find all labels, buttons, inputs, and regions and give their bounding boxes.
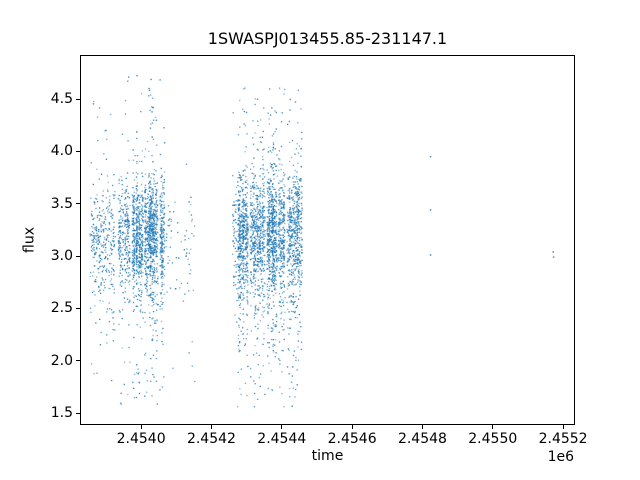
y-tick-label: 4.0 (50, 143, 73, 160)
x-tick-mark (562, 425, 564, 429)
y-tick-mark (76, 360, 80, 362)
y-tick-mark (76, 150, 80, 152)
y-tick-label: 2.0 (50, 352, 73, 369)
x-tick-mark (281, 425, 283, 429)
x-tick-label: 2.4546 (327, 431, 377, 447)
x-tick-mark (351, 425, 353, 429)
x-tick-mark (140, 425, 142, 429)
x-tick-mark (210, 425, 212, 429)
y-tick-label: 3.5 (50, 195, 73, 212)
x-tick-mark (421, 425, 423, 429)
y-tick-mark (76, 412, 80, 414)
y-tick-label: 1.5 (50, 405, 73, 421)
chart-title: 1SWASPJ013455.85-231147.1 (207, 29, 448, 48)
scatter-canvas (81, 56, 574, 424)
x-tick-label: 2.4540 (116, 431, 166, 447)
x-tick-label: 2.4542 (186, 431, 236, 447)
y-tick-mark (76, 98, 80, 100)
y-tick-mark (76, 255, 80, 257)
x-tick-label: 2.4544 (257, 431, 307, 447)
x-tick-label: 2.4548 (397, 431, 447, 447)
x-tick-label: 2.4552 (538, 431, 588, 447)
y-tick-mark (76, 307, 80, 309)
x-tick-label: 2.4550 (468, 431, 518, 447)
x-axis-label: time (311, 448, 344, 464)
y-tick-label: 2.5 (50, 300, 73, 317)
y-tick-label: 4.5 (50, 91, 73, 108)
plot-area (80, 55, 575, 425)
y-tick-mark (76, 203, 80, 205)
x-tick-mark (492, 425, 494, 429)
y-tick-label: 3.0 (50, 248, 73, 265)
x-axis-offset-label: 1e6 (547, 449, 574, 465)
